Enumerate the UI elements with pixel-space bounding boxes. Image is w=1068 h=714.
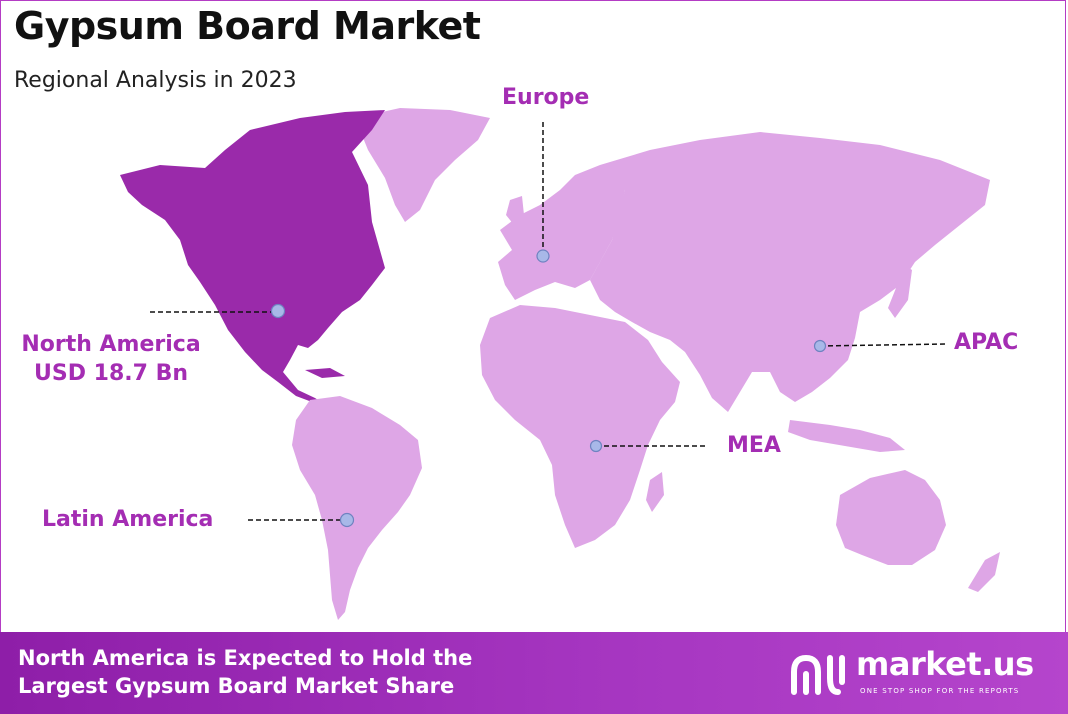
new-zealand-shape [968, 552, 1000, 592]
apac-marker [813, 339, 827, 353]
footer-line-2: Largest Gypsum Board Market Share [18, 674, 455, 698]
apac-label: APAC [954, 330, 1019, 355]
europe-shape [498, 165, 625, 300]
footer-text: North America is Expected to Hold the La… [18, 644, 558, 700]
south-america-shape [292, 396, 422, 620]
footer-banner: North America is Expected to Hold the La… [0, 632, 1068, 714]
latin-america-marker [339, 512, 355, 528]
europe-marker [536, 249, 550, 263]
mea-label: MEA [727, 433, 781, 458]
caribbean-shape [305, 368, 345, 378]
indonesia-shape [788, 420, 905, 452]
logo-tagline: ONE STOP SHOP FOR THE REPORTS [860, 687, 1020, 695]
north-america-label: North America USD 18.7 Bn [16, 330, 206, 388]
europe-label: Europe [502, 85, 590, 110]
japan-shape [888, 262, 912, 318]
footer-line-1: North America is Expected to Hold the [18, 646, 473, 670]
north-america-name: North America [21, 332, 201, 357]
greenland-shape [355, 108, 490, 222]
logo-name: market.us [856, 645, 1034, 683]
mea-marker [589, 439, 603, 453]
north-america-marker [270, 303, 286, 319]
page-subtitle: Regional Analysis in 2023 [14, 68, 297, 93]
world-map [120, 108, 1000, 620]
apac-connector [819, 343, 946, 347]
asia-shape [590, 132, 990, 412]
market-us-logo-icon [791, 654, 845, 695]
page-title: Gypsum Board Market [14, 4, 481, 48]
north-america-shape [120, 110, 385, 405]
australia-shape [836, 470, 946, 565]
africa-shape [480, 305, 680, 548]
north-america-value: USD 18.7 Bn [34, 361, 188, 386]
madagascar-shape [646, 472, 664, 512]
latin-america-label: Latin America [42, 507, 214, 532]
uk-shape [506, 196, 524, 225]
